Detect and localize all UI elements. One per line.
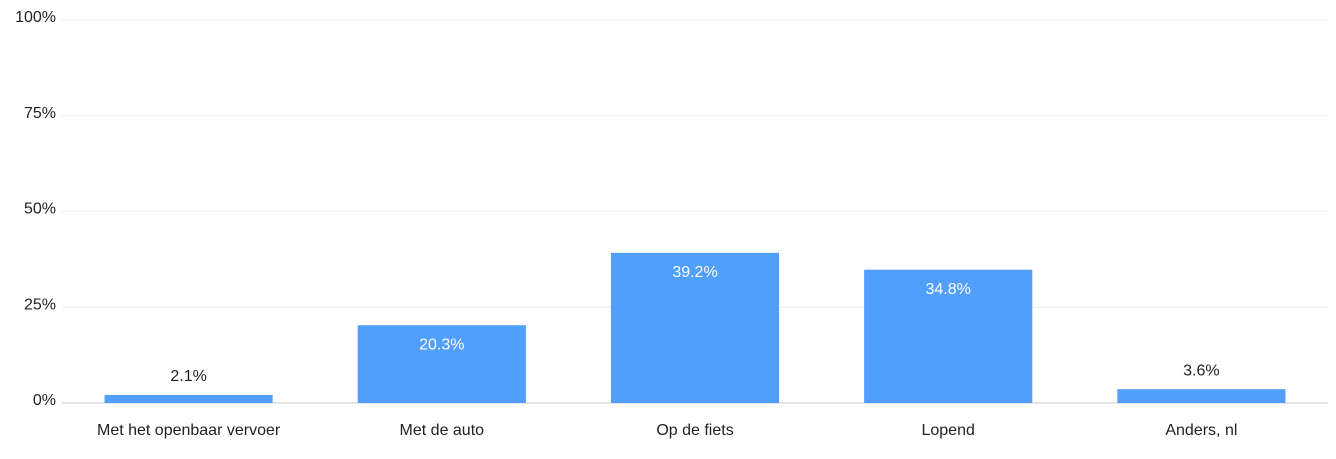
data-label: 34.8% [926,281,971,298]
y-tick-label: 75% [24,105,56,122]
x-tick-label: Op de fiets [656,422,734,439]
bar [610,252,780,403]
y-tick-label: 100% [15,9,56,26]
x-tick-label: Met het openbaar vervoer [96,422,281,439]
y-tick-label: 0% [33,392,56,409]
x-tick-label: Anders, nl [1165,422,1238,439]
data-label: 20.3% [419,336,464,353]
bar [357,325,526,403]
bar [864,269,1033,403]
data-label: 3.6% [1183,362,1219,379]
y-tick-label: 25% [24,296,56,313]
data-label: 2.1% [170,368,206,385]
bar [104,394,273,403]
data-label: 39.2% [672,264,717,281]
x-tick-label: Lopend [921,422,975,439]
x-tick-label: Met de auto [399,422,485,439]
y-tick-label: 50% [24,201,56,218]
bar [1117,389,1286,403]
